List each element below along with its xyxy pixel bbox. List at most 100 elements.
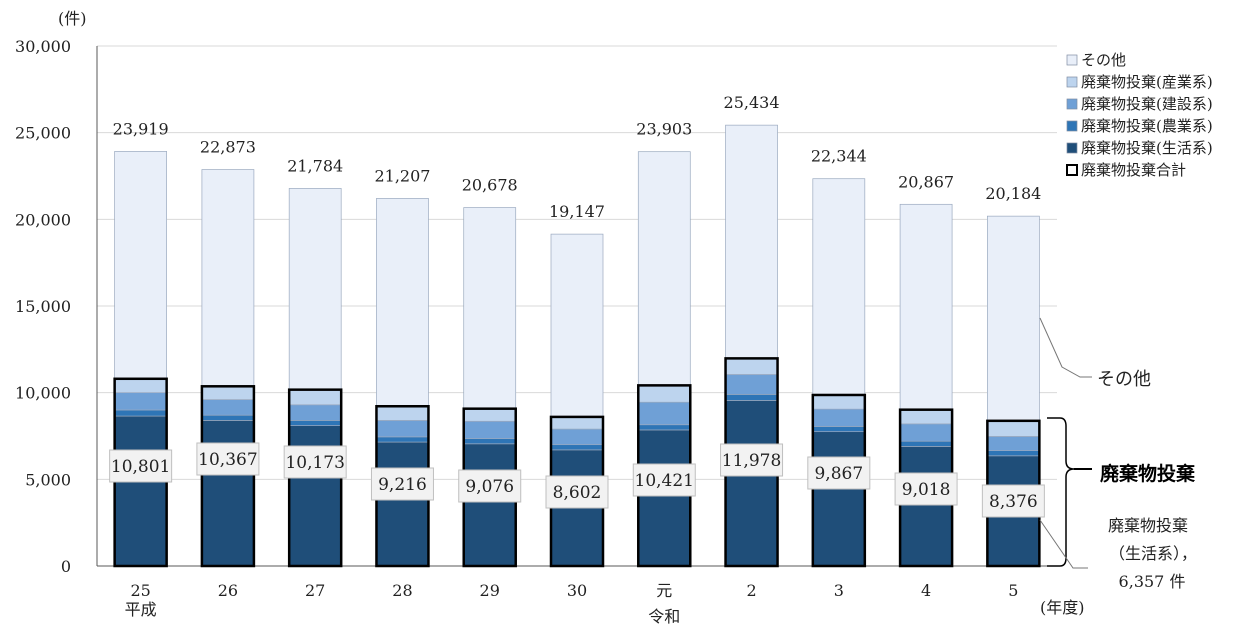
bar-segment — [725, 124, 778, 359]
y-tick-label: 25,000 — [15, 124, 71, 143]
y-tick-label: 0 — [61, 557, 71, 576]
annotation-dumping: 廃棄物投棄 — [1100, 462, 1196, 485]
dumping-total-label: 11,978 — [722, 451, 781, 471]
bar-segment — [812, 408, 866, 427]
dumping-total-label-box — [632, 463, 696, 497]
era-label: 平成 — [125, 600, 157, 619]
dumping-total-label: 10,367 — [198, 450, 257, 470]
bar-segment — [899, 423, 953, 442]
legend-swatch — [1066, 98, 1078, 110]
bar-segment — [899, 446, 953, 567]
dumping-total-label: 8,376 — [989, 492, 1038, 512]
total-label: 20,184 — [985, 184, 1041, 203]
bar-segment — [201, 414, 255, 421]
legend-label: 廃棄物投棄(生活系) — [1081, 139, 1213, 157]
dumping-total-label: 9,216 — [378, 475, 427, 495]
x-tick-label: 3 — [834, 581, 844, 600]
bars — [113, 124, 1041, 568]
bar-segment — [637, 429, 691, 567]
annotation-household-line3: 6,357 件 — [1119, 572, 1186, 591]
dumping-total-label: 8,602 — [553, 483, 602, 503]
annotation-household-line1: 廃棄物投棄 — [1108, 516, 1188, 535]
total-label: 22,873 — [200, 138, 256, 157]
bar-segment — [987, 450, 1040, 457]
bar-segment — [201, 169, 255, 387]
y-tick-label: 10,000 — [15, 384, 71, 403]
bar-segment — [376, 405, 429, 421]
bar-segment — [288, 420, 342, 426]
bar-segment — [637, 424, 691, 431]
y-tick-label: 20,000 — [15, 210, 71, 229]
dumping-total-label-box — [720, 443, 784, 477]
dumping-total-label: 10,421 — [635, 471, 694, 491]
x-tick-label: 5 — [1008, 581, 1018, 600]
bar-segment — [725, 374, 778, 395]
y-tick-label: 5,000 — [25, 470, 71, 489]
dumping-total-label-box — [196, 442, 260, 476]
x-tick-label: 28 — [392, 581, 412, 600]
dumping-total-label-box — [370, 467, 434, 501]
dumping-total-label-box — [283, 445, 347, 479]
annotation-other: その他 — [1097, 369, 1151, 390]
bar-segment — [637, 401, 691, 426]
bar-segment — [550, 416, 604, 430]
legend-swatch — [1066, 142, 1078, 154]
total-label: 23,903 — [636, 120, 692, 139]
bar-segment — [899, 409, 953, 425]
bar-segment — [463, 408, 517, 422]
brace-dumping — [1047, 417, 1075, 567]
total-label: 22,344 — [811, 147, 867, 166]
dumping-total-label: 10,173 — [285, 453, 344, 473]
bar-segment — [550, 233, 604, 418]
bar-segment — [987, 420, 1040, 437]
leader-line-household — [1039, 519, 1088, 569]
bar-segment — [812, 431, 866, 567]
bar-segment — [376, 441, 429, 567]
dumping-total-label-box — [894, 472, 958, 506]
bar-segment — [463, 443, 517, 567]
x-tick-label: 30 — [567, 581, 587, 600]
legend-label: 廃棄物投棄合計 — [1081, 161, 1186, 179]
bar-segment — [114, 392, 167, 411]
x-tick-label: 26 — [218, 581, 238, 600]
bar-segment — [725, 358, 778, 375]
dumping-total-label-box — [981, 484, 1045, 518]
bar-segment — [114, 415, 167, 567]
dumping-total-label-box — [807, 456, 871, 490]
x-tick-label: 元 — [656, 581, 672, 600]
bar-segment — [201, 385, 255, 400]
annotation-household-line2: （生活系）， — [1109, 544, 1197, 563]
x-tick-label: 29 — [480, 581, 500, 600]
dumping-total-label: 9,076 — [465, 477, 514, 497]
total-label: 23,919 — [113, 119, 169, 138]
bar-segment — [725, 400, 778, 567]
dumping-total-label-box — [109, 449, 173, 483]
bar-segment — [899, 440, 953, 447]
bar-segment — [114, 378, 167, 394]
legend-swatch — [1066, 120, 1078, 132]
x-tick-label: 25 — [130, 581, 150, 600]
dumping-total-label-box — [545, 475, 609, 509]
dumping-total-outline — [200, 385, 256, 568]
legend-swatch — [1066, 76, 1078, 88]
dumping-total-label: 10,801 — [111, 457, 170, 477]
x-tick-label: 4 — [921, 581, 931, 600]
bar-segment — [812, 426, 866, 433]
bar-segment — [288, 404, 342, 421]
legend-swatch — [1066, 54, 1078, 66]
bar-segment — [288, 188, 342, 391]
bar-segment — [376, 420, 429, 438]
legend-label: 廃棄物投棄(産業系) — [1081, 73, 1213, 91]
bar-segment — [812, 178, 866, 396]
bar-segment — [463, 420, 517, 439]
x-tick-label: 27 — [305, 581, 325, 600]
total-label: 20,867 — [898, 172, 954, 191]
bar-segment — [637, 385, 691, 403]
bar-segment — [201, 399, 255, 416]
bar-segment — [550, 428, 604, 446]
bar-segment — [725, 394, 778, 401]
dumping-total-label-box — [458, 469, 522, 503]
dumping-total-label: 9,867 — [814, 464, 863, 484]
